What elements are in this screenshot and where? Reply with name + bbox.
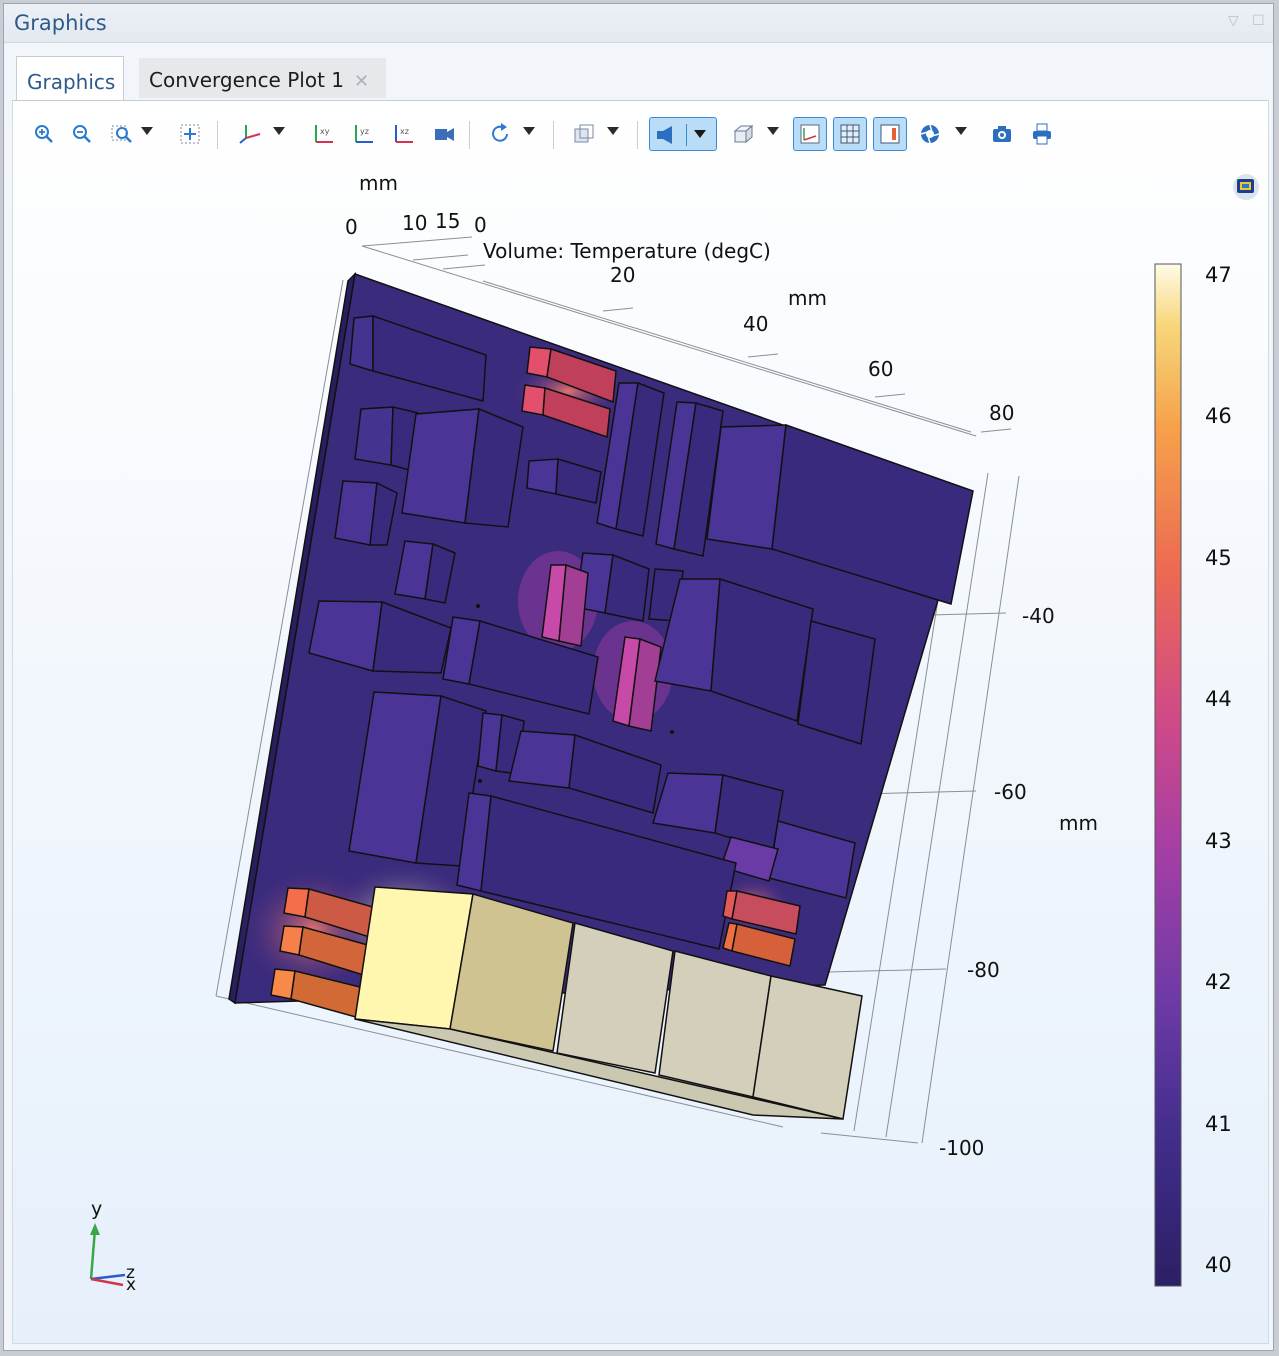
wireframe-icon[interactable] [727, 117, 761, 151]
grid-icon[interactable] [793, 117, 827, 151]
components [270, 314, 974, 1120]
rotate-dropdown-icon[interactable] [523, 127, 535, 135]
graphics-window: Graphics ▽ ☐ Graphics Convergence Plot 1… [3, 3, 1274, 1351]
yz-view-icon[interactable]: yz [347, 117, 381, 151]
y-tick-2: -80 [967, 958, 1000, 982]
y-tick-0: -40 [1022, 604, 1055, 628]
colorbar-tick: 44 [1205, 687, 1232, 711]
zoom-extents-icon[interactable] [173, 117, 207, 151]
graphics-canvas[interactable]: xy yz xz Volume: Temperatur [12, 100, 1269, 1344]
xz-view-icon[interactable]: xz [387, 117, 421, 151]
colorbar-tick: 40 [1205, 1253, 1232, 1277]
axis-orientation-icon[interactable] [833, 117, 867, 151]
window-menu-icon[interactable]: ▽ [1228, 13, 1239, 29]
rotate-icon[interactable] [483, 117, 517, 151]
colorbar-tick: 45 [1205, 546, 1232, 570]
view-dropdown-icon[interactable] [273, 127, 285, 135]
x-tick-3: 60 [868, 357, 894, 381]
scene-light-icon[interactable] [649, 117, 717, 151]
tab-graphics-label: Graphics [27, 70, 116, 94]
window-titlebar: Graphics ▽ ☐ [4, 4, 1273, 43]
z-tick-0: 0 [345, 215, 358, 239]
x-tick-1: 20 [610, 263, 636, 287]
zoom-out-icon[interactable] [65, 117, 99, 151]
print-icon[interactable] [1025, 117, 1059, 151]
triad-z-label: z [126, 1263, 135, 1283]
svg-text:yz: yz [360, 127, 369, 136]
camera-view-icon[interactable] [427, 117, 461, 151]
view-axes-icon[interactable] [233, 117, 267, 151]
close-tab-icon[interactable]: ✕ [354, 71, 370, 92]
colorbar-tick: 43 [1205, 829, 1232, 853]
colorbar-tick: 47 [1205, 263, 1232, 287]
svg-text:xy: xy [320, 127, 330, 136]
z-tick-2: 15 [435, 209, 461, 233]
colorbar-icon[interactable] [873, 117, 907, 151]
x-tick-2: 40 [743, 312, 769, 336]
axis-grid [215, 236, 1020, 1144]
plot-settings-icon[interactable] [1231, 171, 1261, 201]
colorbar-tick: 42 [1205, 970, 1232, 994]
render-dropdown-icon[interactable] [955, 127, 967, 135]
z-tick-1: 10 [402, 211, 428, 235]
y-tick-1: -60 [994, 780, 1027, 804]
model-3d-view[interactable] [13, 161, 1268, 1341]
plot-title: Volume: Temperature (degC) [483, 239, 771, 263]
snapshot-icon[interactable] [985, 117, 1019, 151]
colorbar [1154, 263, 1182, 1287]
y-axis-unit: mm [1059, 811, 1098, 835]
axis-triad [89, 1223, 126, 1287]
render-icon[interactable] [913, 117, 947, 151]
transparency-icon[interactable] [567, 117, 601, 151]
triad-x-label: x [126, 1275, 137, 1295]
zoom-in-icon[interactable] [27, 117, 61, 151]
plot-area: Volume: Temperature (degC) [13, 161, 1268, 1341]
window-title: Graphics [14, 11, 107, 35]
x-axis-unit: mm [788, 286, 827, 310]
zoom-box-icon[interactable] [105, 117, 139, 151]
x-tick-0: 0 [474, 213, 487, 237]
svg-text:xz: xz [400, 127, 409, 136]
x-tick-4: 80 [989, 401, 1015, 425]
xy-view-icon[interactable]: xy [307, 117, 341, 151]
triad-y-label: y [91, 1198, 103, 1220]
colorbar-tick: 41 [1205, 1112, 1232, 1136]
tab-convergence-plot[interactable]: Convergence Plot 1 ✕ [139, 58, 386, 98]
wireframe-dropdown-icon[interactable] [767, 127, 779, 135]
maximize-icon[interactable]: ☐ [1252, 13, 1265, 29]
z-axis-unit: mm [359, 171, 398, 195]
zoom-dropdown-icon[interactable] [141, 127, 153, 135]
transparency-dropdown-icon[interactable] [607, 127, 619, 135]
tab-convergence-plot-label: Convergence Plot 1 [149, 68, 344, 92]
colorbar-tick: 46 [1205, 404, 1232, 428]
tab-graphics[interactable]: Graphics [16, 56, 124, 100]
y-tick-3: -100 [939, 1136, 985, 1160]
